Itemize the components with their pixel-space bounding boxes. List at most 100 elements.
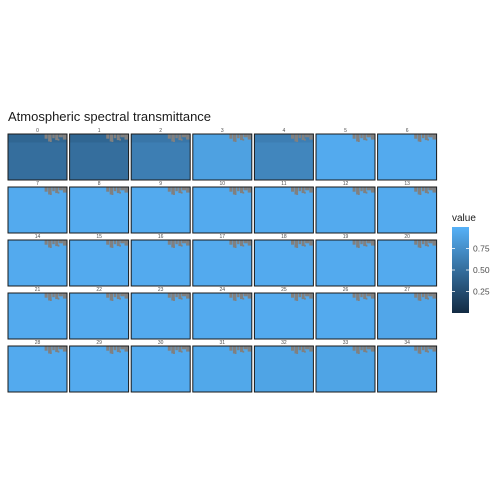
- panel-border: [192, 239, 253, 287]
- na-region: [119, 244, 121, 247]
- na-region: [106, 240, 110, 245]
- na-region: [352, 134, 356, 139]
- panel-tile: [254, 187, 314, 233]
- na-region: [428, 346, 433, 350]
- na-region: [173, 192, 175, 195]
- panel-tile: [192, 187, 252, 233]
- na-region: [414, 134, 418, 139]
- na-region: [175, 187, 178, 192]
- na-region: [357, 245, 360, 248]
- na-region: [55, 346, 59, 353]
- panel-tile: [254, 240, 314, 286]
- legend-tick-label: 0.50: [473, 265, 490, 275]
- na-region: [352, 293, 356, 298]
- panel-border: [192, 133, 253, 181]
- panel-border: [130, 239, 191, 287]
- na-region: [414, 346, 418, 351]
- na-region: [57, 138, 60, 141]
- na-region: [116, 187, 120, 194]
- na-region: [124, 134, 128, 140]
- panel-label: 7: [36, 181, 39, 187]
- na-region: [291, 187, 294, 192]
- panel-border: [315, 133, 376, 181]
- na-region: [365, 138, 368, 141]
- na-region: [365, 244, 368, 247]
- panel-label: 30: [158, 340, 164, 346]
- na-region: [360, 134, 363, 139]
- na-region: [305, 134, 310, 138]
- panel-tile: [192, 240, 252, 286]
- panel-tile: [131, 187, 191, 233]
- na-region: [48, 134, 52, 142]
- na-region: [305, 240, 310, 244]
- na-region: [49, 192, 52, 195]
- panel-label: 6: [406, 128, 409, 134]
- panel-tile: [316, 134, 375, 180]
- na-region: [178, 293, 182, 300]
- na-region: [370, 346, 375, 352]
- na-region: [173, 245, 175, 248]
- na-region: [301, 293, 305, 300]
- na-region: [109, 293, 114, 301]
- panel-border: [7, 186, 68, 234]
- na-region: [113, 346, 117, 351]
- na-region: [419, 298, 422, 301]
- panel-tile-band: [254, 134, 314, 143]
- na-region: [417, 240, 422, 248]
- na-region: [305, 346, 310, 350]
- na-region: [181, 187, 186, 191]
- na-region: [180, 244, 183, 247]
- na-region: [305, 293, 310, 297]
- legend-colorbar: [452, 227, 469, 313]
- na-region: [171, 346, 175, 354]
- na-region: [424, 134, 428, 141]
- na-region: [109, 346, 114, 354]
- panel-label: 26: [343, 287, 349, 293]
- na-region: [247, 134, 252, 140]
- na-region: [309, 346, 313, 352]
- na-region: [113, 134, 117, 139]
- panel-tile: [377, 187, 437, 233]
- panel-border: [377, 133, 438, 181]
- panel-tile: [131, 346, 191, 392]
- na-region: [432, 134, 436, 140]
- na-region: [57, 350, 60, 353]
- na-region: [427, 244, 429, 247]
- na-region: [424, 346, 428, 353]
- panel-border: [192, 292, 253, 340]
- na-region: [175, 240, 178, 245]
- na-region: [44, 134, 48, 139]
- na-region: [365, 297, 368, 300]
- na-region: [240, 293, 243, 300]
- na-region: [58, 293, 63, 297]
- na-region: [291, 346, 294, 351]
- na-region: [109, 187, 114, 195]
- na-region: [120, 187, 125, 191]
- na-region: [111, 298, 114, 301]
- na-region: [57, 244, 60, 247]
- na-region: [291, 293, 294, 298]
- na-region: [49, 298, 52, 301]
- na-region: [301, 346, 305, 353]
- panel-label: 20: [404, 234, 410, 240]
- panel-label: 18: [281, 234, 287, 240]
- na-region: [370, 134, 375, 140]
- na-region: [294, 187, 298, 195]
- panel-label: 17: [220, 234, 226, 240]
- na-region: [167, 346, 171, 351]
- na-region: [357, 139, 360, 142]
- na-region: [232, 293, 237, 301]
- na-region: [186, 134, 190, 140]
- panel-label: 5: [344, 128, 347, 134]
- panel-label: 22: [96, 287, 102, 293]
- na-region: [55, 293, 59, 300]
- na-region: [419, 192, 422, 195]
- panel-border: [377, 239, 438, 287]
- na-region: [242, 297, 245, 300]
- na-region: [414, 187, 418, 192]
- na-region: [171, 293, 175, 301]
- panel-border: [69, 345, 130, 393]
- panel-border: [253, 186, 314, 234]
- na-region: [44, 187, 48, 192]
- na-region: [62, 134, 67, 140]
